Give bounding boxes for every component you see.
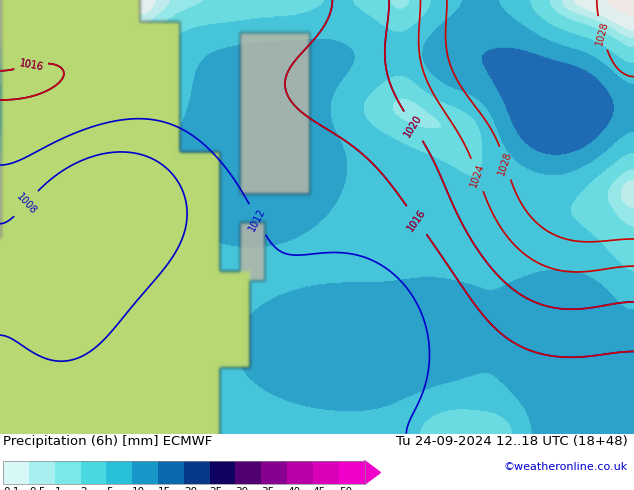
Bar — [235, 461, 261, 484]
Text: 1020: 1020 — [403, 113, 424, 139]
Text: Precipitation (6h) [mm] ECMWF: Precipitation (6h) [mm] ECMWF — [3, 435, 212, 448]
Bar — [313, 461, 339, 484]
Bar — [287, 461, 313, 484]
Bar — [184, 461, 210, 484]
Bar — [107, 461, 133, 484]
Text: 45: 45 — [313, 487, 326, 490]
Text: 5: 5 — [107, 487, 113, 490]
Text: 40: 40 — [287, 487, 301, 490]
Bar — [81, 461, 107, 484]
Text: 20: 20 — [184, 487, 197, 490]
Text: Tu 24-09-2024 12..18 UTC (18+48): Tu 24-09-2024 12..18 UTC (18+48) — [396, 435, 628, 448]
Text: 1008: 1008 — [14, 192, 38, 216]
Bar — [133, 461, 158, 484]
Text: 1016: 1016 — [18, 58, 44, 73]
Bar — [3, 461, 29, 484]
Text: 30: 30 — [235, 487, 249, 490]
Bar — [261, 461, 287, 484]
Text: 0.1: 0.1 — [3, 487, 20, 490]
Text: ©weatheronline.co.uk: ©weatheronline.co.uk — [503, 462, 628, 472]
Text: 1020: 1020 — [403, 113, 424, 139]
Bar — [210, 461, 235, 484]
Text: 50: 50 — [339, 487, 352, 490]
Bar — [55, 461, 81, 484]
Text: 10: 10 — [133, 487, 145, 490]
Text: 1028: 1028 — [496, 150, 514, 176]
Text: 1016: 1016 — [406, 207, 428, 233]
Text: 0.5: 0.5 — [29, 487, 46, 490]
Text: 25: 25 — [210, 487, 223, 490]
Text: 1016: 1016 — [406, 207, 428, 233]
Text: 1024: 1024 — [469, 162, 486, 188]
Text: 1016: 1016 — [18, 58, 44, 73]
Bar — [339, 461, 365, 484]
Bar — [158, 461, 184, 484]
Text: 2: 2 — [81, 487, 87, 490]
Text: 35: 35 — [261, 487, 275, 490]
Bar — [29, 461, 55, 484]
Text: 15: 15 — [158, 487, 171, 490]
Text: 1028: 1028 — [594, 20, 610, 46]
Polygon shape — [365, 461, 380, 484]
Text: 1012: 1012 — [247, 206, 268, 233]
Text: 1: 1 — [55, 487, 61, 490]
